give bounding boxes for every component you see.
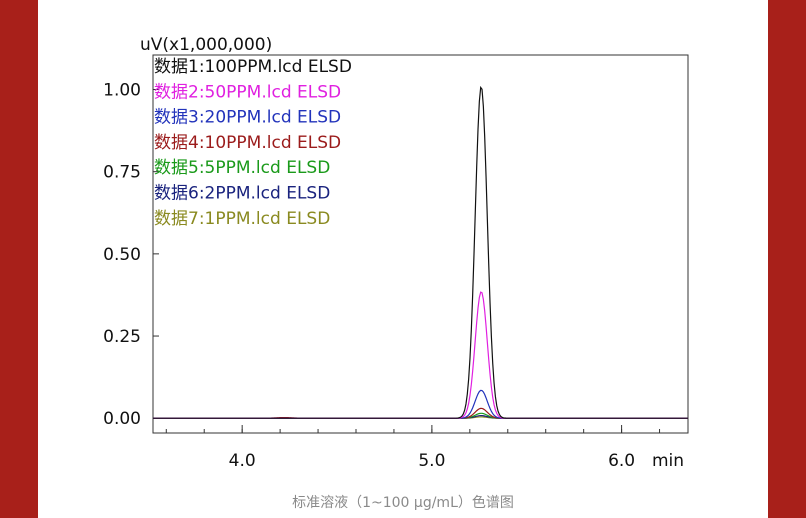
series-line-1	[153, 85, 688, 419]
legend-entry-4: 数据4:10PPM.lcd ELSD	[154, 133, 341, 153]
series-line-4	[153, 407, 688, 419]
legend-entry-1: 数据1:100PPM.lcd ELSD	[154, 57, 352, 77]
x-tick-label: 4.0	[229, 451, 256, 471]
y-tick-label: 0.25	[103, 327, 141, 347]
series-line-3	[153, 389, 688, 419]
y-axis-unit-label: uV(x1,000,000)	[140, 35, 272, 55]
figure-caption: 标准溶液（1~100 μg/mL）色谱图	[292, 495, 514, 511]
legend-entry-7: 数据7:1PPM.lcd ELSD	[154, 209, 330, 229]
legend-entry-6: 数据6:2PPM.lcd ELSD	[154, 184, 330, 204]
y-tick-label: 1.00	[103, 81, 141, 101]
y-tick-label: 0.00	[103, 409, 141, 429]
legend-entry-2: 数据2:50PPM.lcd ELSD	[154, 82, 341, 102]
content-panel	[38, 0, 768, 518]
legend-entry-3: 数据3:20PPM.lcd ELSD	[154, 108, 341, 128]
legend: 数据1:100PPM.lcd ELSD 数据2:50PPM.lcd ELSD 数据3…	[154, 57, 352, 229]
plot-frame	[152, 54, 689, 434]
y-tick-label: 0.50	[103, 245, 141, 265]
y-tick-label: 0.75	[103, 163, 141, 183]
series-lines	[153, 85, 688, 419]
x-axis-unit-label: min	[652, 451, 684, 471]
x-tick-label: 6.0	[608, 451, 635, 471]
series-line-2	[153, 291, 688, 419]
x-tick-label: 5.0	[418, 451, 445, 471]
series-line-5	[153, 412, 688, 419]
legend-entry-5: 数据5:5PPM.lcd ELSD	[154, 158, 330, 178]
axes-layer: 0.00 0.25 0.50 0.75 1.00 4.0 5.0 6.0	[103, 81, 661, 471]
